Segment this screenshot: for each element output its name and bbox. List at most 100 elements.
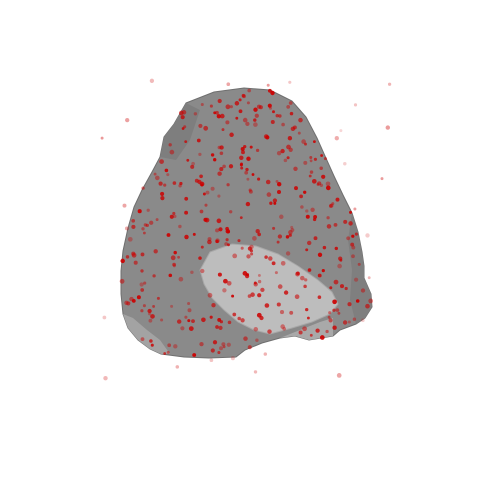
cloud-point <box>240 166 244 170</box>
cloud-point <box>166 233 171 237</box>
cloud-point <box>351 245 356 250</box>
cloud-point <box>239 155 244 161</box>
cloud-point <box>303 284 307 289</box>
cloud-point <box>246 177 250 181</box>
cloud-point <box>311 178 317 184</box>
cloud-point <box>234 101 240 106</box>
cloud-point <box>310 207 315 212</box>
cloud-point <box>156 296 160 300</box>
cloud-point <box>226 82 231 87</box>
cloud-point <box>306 316 310 320</box>
cloud-point <box>321 269 325 273</box>
cloud-point <box>328 311 332 315</box>
cloud-point <box>326 224 332 229</box>
cloud-point <box>245 201 251 207</box>
cloud-point <box>307 268 312 272</box>
cloud-point <box>186 158 190 162</box>
cloud-point <box>255 229 260 234</box>
cloud-point <box>266 192 272 197</box>
cloud-point <box>103 375 108 381</box>
cloud-point <box>212 340 218 345</box>
cloud-point <box>283 158 288 163</box>
cloud-point <box>317 181 322 186</box>
cloud-point <box>239 163 243 167</box>
cloud-point <box>131 299 136 303</box>
cloud-point <box>355 299 360 303</box>
cloud-point <box>300 275 305 281</box>
cloud-point <box>317 295 322 299</box>
cloud-point <box>169 149 175 155</box>
cloud-point <box>181 127 185 130</box>
cloud-point <box>211 303 216 308</box>
cloud-point <box>315 328 320 333</box>
cloud-point <box>319 166 323 170</box>
cloud-point <box>147 308 152 314</box>
cloud-point <box>153 249 158 254</box>
cloud-point <box>387 82 392 86</box>
cloud-point <box>296 271 300 276</box>
cloud-point <box>353 103 358 107</box>
cloud-point <box>184 196 189 201</box>
cloud-point <box>286 144 291 150</box>
mesh-highlight-patch <box>199 243 339 335</box>
cloud-point <box>201 317 206 323</box>
cloud-point <box>241 150 245 155</box>
cloud-point <box>303 160 308 165</box>
cloud-point <box>168 143 172 147</box>
cloud-point <box>305 248 309 252</box>
cloud-point <box>250 252 254 256</box>
cloud-point <box>210 153 215 157</box>
cloud-point <box>312 140 316 144</box>
cloud-point <box>344 286 348 291</box>
cloud-point <box>229 105 233 109</box>
cloud-point <box>275 114 279 118</box>
cloud-point <box>331 202 335 206</box>
cloud-point <box>257 177 261 181</box>
cloud-point <box>273 201 277 205</box>
cloud-point <box>244 170 249 175</box>
cloud-point <box>200 268 205 274</box>
mesh-surface <box>120 87 373 359</box>
cloud-point <box>298 330 303 335</box>
cloud-point <box>216 218 222 224</box>
cloud-point <box>102 315 107 320</box>
cloud-point <box>240 318 245 323</box>
cloud-point <box>190 164 195 169</box>
cloud-point <box>272 110 275 114</box>
cloud-point <box>289 111 294 116</box>
cloud-point <box>294 294 300 300</box>
cloud-point <box>215 239 219 244</box>
cloud-point <box>148 318 153 323</box>
cloud-point <box>258 105 263 110</box>
cloud-point <box>337 263 342 269</box>
cloud-point <box>142 304 146 308</box>
cloud-point <box>149 78 155 83</box>
cloud-point <box>166 173 170 177</box>
cloud-point <box>125 117 130 123</box>
cloud-point <box>219 167 224 172</box>
cloud-point <box>237 239 241 243</box>
cloud-point <box>265 179 271 185</box>
cloud-point <box>286 156 290 160</box>
cloud-point <box>230 356 235 361</box>
cloud-point <box>351 254 355 259</box>
cloud-point <box>255 338 259 342</box>
cloud-point <box>333 222 338 227</box>
cloud-point <box>299 194 303 199</box>
cloud-point <box>276 189 282 195</box>
cloud-point <box>158 181 163 186</box>
cloud-point <box>184 210 189 215</box>
cloud-point <box>243 336 248 341</box>
cloud-point <box>217 194 221 198</box>
cloud-point <box>257 232 262 237</box>
cloud-point <box>223 278 228 284</box>
cloud-point <box>127 236 133 242</box>
cloud-point <box>229 132 234 138</box>
cloud-point <box>325 329 329 334</box>
cloud-point <box>160 196 165 201</box>
cloud-point <box>178 276 184 282</box>
cloud-point <box>122 203 127 208</box>
cloud-point <box>139 282 144 287</box>
